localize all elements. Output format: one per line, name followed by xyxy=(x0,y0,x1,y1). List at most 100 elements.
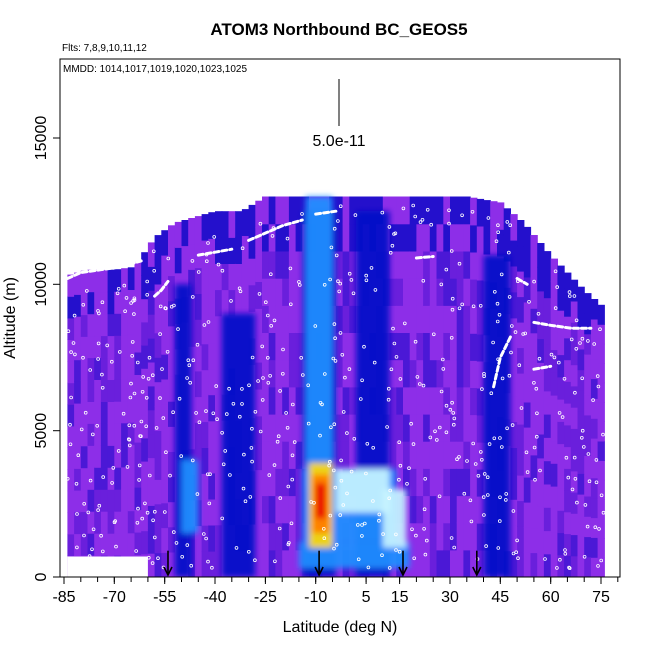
curtain-cell xyxy=(168,551,176,577)
curtain-cell xyxy=(74,424,82,448)
curtain-cell xyxy=(570,343,579,366)
curtain-cell xyxy=(429,223,438,252)
curtain-cell xyxy=(208,524,216,552)
curtain-cell xyxy=(288,495,297,524)
curtain-cell xyxy=(335,278,344,306)
curtain-cell xyxy=(288,278,297,306)
sample-dot xyxy=(433,429,437,434)
sample-dot xyxy=(450,307,455,312)
sample-dot xyxy=(450,400,454,405)
sample-dot xyxy=(81,355,85,360)
sample-dot xyxy=(372,360,377,365)
curtain-cell xyxy=(221,211,229,238)
sample-dot xyxy=(485,493,490,497)
curtain-cell xyxy=(241,235,250,263)
sample-dot xyxy=(340,352,345,357)
curtain-cell xyxy=(416,522,424,551)
sample-dot xyxy=(334,253,339,258)
curtain-cell xyxy=(282,495,290,524)
sample-dot xyxy=(572,294,577,298)
sample-dot xyxy=(585,524,590,529)
curtain-cell xyxy=(295,223,303,252)
sample-dot xyxy=(494,239,499,244)
sample-dot xyxy=(153,535,157,540)
curtain-cell xyxy=(584,536,592,558)
curtain-cell xyxy=(476,306,485,335)
curtain-cell xyxy=(463,549,471,577)
curtain-cell xyxy=(409,332,417,361)
sample-dot xyxy=(380,553,384,557)
sample-dot xyxy=(206,559,210,564)
sample-dot xyxy=(208,472,212,477)
curtain-cell xyxy=(141,391,149,416)
curtain-cell xyxy=(376,196,384,225)
flights-label: Flts: 7,8,9,10,11,12 xyxy=(62,43,147,54)
curtain-cell xyxy=(201,499,209,526)
curtain-cell xyxy=(161,329,169,355)
sample-dot xyxy=(331,468,336,473)
curtain-cell xyxy=(288,223,297,252)
x-tick-label: 45 xyxy=(491,589,509,606)
sample-dot xyxy=(566,475,571,480)
sample-dot xyxy=(281,347,285,352)
curtain-cell xyxy=(215,394,223,421)
curtain-cell xyxy=(215,420,223,447)
sample-dot xyxy=(176,327,180,331)
curtain-cell xyxy=(389,250,397,279)
curtain-cell xyxy=(570,513,579,536)
surface-arrow-head xyxy=(314,566,324,577)
sample-dot xyxy=(297,283,302,287)
sample-dot xyxy=(386,397,391,402)
sample-dot xyxy=(267,473,272,477)
curtain-cell xyxy=(121,356,129,380)
curtain-cell xyxy=(429,278,438,306)
sample-dot xyxy=(504,492,509,496)
sample-dot xyxy=(150,561,155,565)
sample-dot xyxy=(505,426,509,431)
curtain-cell xyxy=(497,202,505,230)
curtain-cell xyxy=(275,386,283,415)
sample-dot xyxy=(492,289,497,294)
curtain-cell xyxy=(255,308,263,336)
sample-dot xyxy=(553,306,558,310)
curtain-cell xyxy=(168,451,176,478)
curtain-cell xyxy=(584,293,592,314)
sample-dot xyxy=(471,441,476,446)
curtain-cell xyxy=(429,305,438,333)
sample-dot xyxy=(397,440,402,445)
curtain-cell xyxy=(262,441,270,469)
curtain-cell xyxy=(282,468,290,497)
sample-dot xyxy=(88,478,93,483)
curtain-cell xyxy=(94,357,102,380)
curtain-cell xyxy=(288,549,297,577)
sample-dot xyxy=(471,304,476,309)
sample-dot xyxy=(81,302,86,307)
curtain-cell xyxy=(127,333,136,357)
sample-dot xyxy=(391,326,395,331)
y-tick-label: 5000 xyxy=(33,413,50,449)
curtain-cell xyxy=(194,448,203,475)
curtain-cell xyxy=(590,299,599,320)
curtain-cell xyxy=(577,452,585,474)
curtain-cell xyxy=(590,338,599,360)
sample-dot xyxy=(417,382,422,386)
curtain-cell xyxy=(147,338,156,363)
sample-dot xyxy=(422,507,427,512)
curtain-cell xyxy=(597,538,605,559)
sample-dot xyxy=(437,425,442,430)
curtain-cell xyxy=(201,395,209,423)
curtain-cell xyxy=(463,413,471,442)
sample-dot xyxy=(465,459,469,463)
curtain-cell xyxy=(188,294,196,322)
sample-dot xyxy=(498,495,502,500)
sample-dot xyxy=(595,374,600,378)
curtain-cell xyxy=(215,368,223,395)
curtain-cell xyxy=(423,250,431,279)
sample-dot xyxy=(322,536,327,540)
curtain-cell xyxy=(114,489,122,512)
curtain-cell xyxy=(134,329,142,353)
sample-dot xyxy=(532,279,536,284)
curtain-cell xyxy=(443,549,451,577)
sample-dot xyxy=(555,285,559,289)
sample-dot xyxy=(163,510,167,514)
